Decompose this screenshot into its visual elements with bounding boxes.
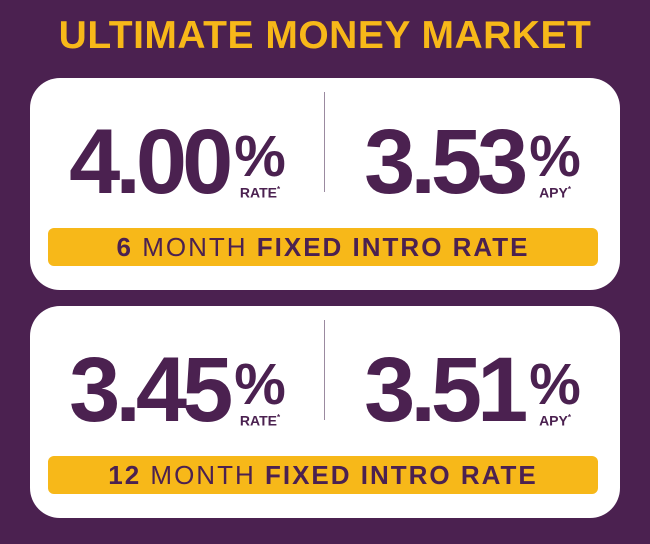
rate-figure: 4.00% RATE* xyxy=(30,98,325,208)
rate-suffix: % RATE* xyxy=(234,352,286,428)
apy-figure: 3.51% APY* xyxy=(325,326,620,436)
divider xyxy=(324,320,325,420)
apy-label: APY* xyxy=(539,183,571,200)
rate-card: 3.45% RATE* 3.51% APY* 12 MONTH FIXED INTRO … xyxy=(30,306,620,518)
term-number: 12 xyxy=(108,460,142,490)
footnote-mark: * xyxy=(277,185,281,195)
apy-value: 3.51 xyxy=(364,339,528,441)
percent-sign: % xyxy=(234,352,286,418)
footnote-mark: * xyxy=(567,185,571,195)
rate-label: RATE* xyxy=(240,411,280,428)
label-text: APY xyxy=(539,413,568,429)
term-text: FIXED INTRO RATE xyxy=(264,460,538,490)
rate-card: 4.00% RATE* 3.53% APY* 6 MONTH FIXED INTRO R… xyxy=(30,78,620,290)
rate-value: 4.00 xyxy=(69,111,233,213)
apy-value: 3.53 xyxy=(364,111,528,213)
apy-label: APY* xyxy=(539,411,571,428)
percent-sign: % xyxy=(529,352,581,418)
apy-suffix: % APY* xyxy=(529,124,581,200)
term-text: FIXED INTRO RATE xyxy=(256,232,530,262)
title: ULTIMATE MONEY MARKET xyxy=(58,14,592,57)
term-number: 6 xyxy=(116,232,133,262)
apy-suffix: % APY* xyxy=(529,352,581,428)
term-banner: 12 MONTH FIXED INTRO RATE xyxy=(48,456,598,494)
term-unit: MONTH xyxy=(142,232,248,262)
percent-sign: % xyxy=(234,124,286,190)
rate-suffix: % RATE* xyxy=(234,124,286,200)
footnote-mark: * xyxy=(567,413,571,423)
percent-sign: % xyxy=(529,124,581,190)
label-text: APY xyxy=(539,185,568,201)
rate-figure: 3.45% RATE* xyxy=(30,326,325,436)
label-text: RATE xyxy=(239,185,277,201)
divider xyxy=(324,92,325,192)
term-unit: MONTH xyxy=(150,460,256,490)
apy-figure: 3.53% APY* xyxy=(325,98,620,208)
rate-label: RATE* xyxy=(240,183,280,200)
rate-value: 3.45 xyxy=(69,339,233,441)
footnote-mark: * xyxy=(277,413,281,423)
label-text: RATE xyxy=(239,413,277,429)
term-banner: 6 MONTH FIXED INTRO RATE xyxy=(48,228,598,266)
